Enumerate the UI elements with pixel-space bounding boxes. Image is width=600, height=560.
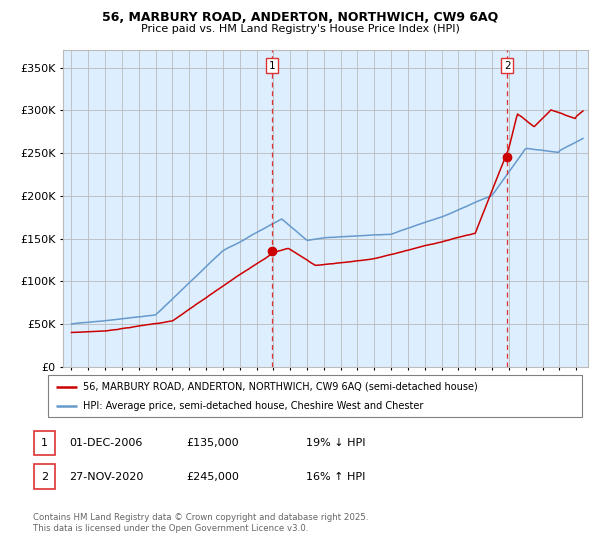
Text: HPI: Average price, semi-detached house, Cheshire West and Chester: HPI: Average price, semi-detached house,… — [83, 401, 423, 411]
Text: 2: 2 — [504, 61, 511, 71]
Text: 01-DEC-2006: 01-DEC-2006 — [69, 438, 142, 448]
Text: 1: 1 — [269, 61, 275, 71]
Text: £245,000: £245,000 — [186, 472, 239, 482]
Text: This data is licensed under the Open Government Licence v3.0.: This data is licensed under the Open Gov… — [33, 524, 308, 533]
Text: 2: 2 — [41, 472, 48, 482]
Text: 56, MARBURY ROAD, ANDERTON, NORTHWICH, CW9 6AQ: 56, MARBURY ROAD, ANDERTON, NORTHWICH, C… — [102, 11, 498, 24]
Text: Contains HM Land Registry data © Crown copyright and database right 2025.: Contains HM Land Registry data © Crown c… — [33, 513, 368, 522]
Text: 27-NOV-2020: 27-NOV-2020 — [69, 472, 143, 482]
Text: £135,000: £135,000 — [186, 438, 239, 448]
Text: 1: 1 — [41, 438, 48, 448]
Text: 19% ↓ HPI: 19% ↓ HPI — [306, 438, 365, 448]
Text: 16% ↑ HPI: 16% ↑ HPI — [306, 472, 365, 482]
Text: Price paid vs. HM Land Registry's House Price Index (HPI): Price paid vs. HM Land Registry's House … — [140, 24, 460, 34]
Text: 56, MARBURY ROAD, ANDERTON, NORTHWICH, CW9 6AQ (semi-detached house): 56, MARBURY ROAD, ANDERTON, NORTHWICH, C… — [83, 381, 478, 391]
